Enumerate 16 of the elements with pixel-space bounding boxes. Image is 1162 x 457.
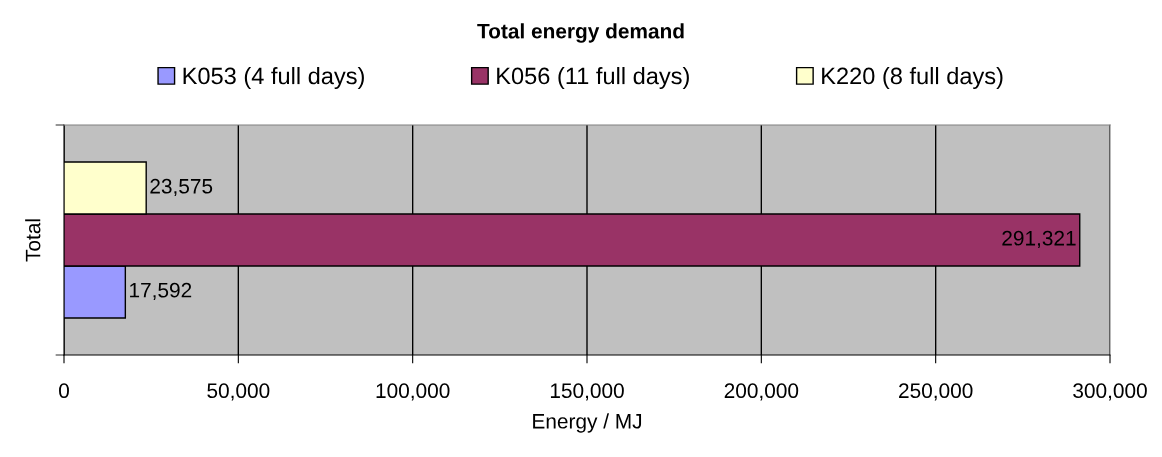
legend-label: K053 (4 full days): [183, 67, 364, 89]
x-tick-label: 50,000: [207, 383, 270, 401]
legend-label: K220 (8 full days): [822, 67, 1003, 89]
x-tick-label: 100,000: [376, 383, 450, 401]
x-tick-label: 250,000: [899, 383, 973, 401]
x-tick-label: 300,000: [1073, 383, 1147, 401]
y-tick-label: Total: [25, 219, 41, 262]
chart-title: Total energy demand: [477, 23, 684, 43]
x-tick-label: 200,000: [724, 383, 799, 401]
data-label: 291,321: [1002, 230, 1076, 249]
x-axis-title: Energy / MJ: [533, 413, 642, 433]
legend-label: K056 (11 full days): [497, 67, 689, 89]
data-label: 23,575: [150, 178, 213, 197]
x-tick-label: 150,000: [550, 383, 624, 401]
data-label: 17,592: [130, 282, 192, 301]
x-tick-label: 0: [59, 383, 69, 399]
